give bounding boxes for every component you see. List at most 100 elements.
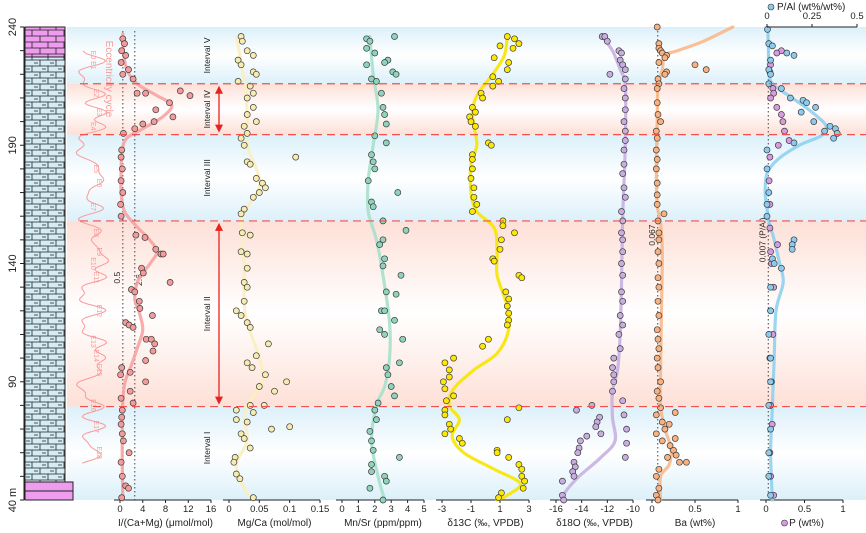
data-point — [150, 118, 158, 125]
data-point — [149, 347, 157, 355]
data-point — [621, 66, 629, 73]
data-point — [767, 491, 774, 499]
data-point — [653, 179, 661, 187]
data-point — [232, 416, 240, 423]
data-point — [672, 451, 680, 459]
data-point — [246, 82, 254, 90]
data-point — [246, 444, 254, 452]
data-point — [396, 359, 403, 367]
data-point — [373, 416, 380, 423]
data-point — [366, 428, 374, 435]
data-point — [765, 331, 773, 338]
data-point — [652, 146, 660, 154]
data-point — [376, 326, 384, 334]
data-point — [166, 99, 173, 107]
data-point — [830, 134, 837, 142]
x-tick-label: 1 — [735, 504, 740, 515]
data-point — [653, 156, 661, 163]
interval-label: Interval III — [202, 159, 212, 196]
reference-line-label: 0.007 (P/Al) — [758, 217, 768, 262]
data-point — [505, 59, 513, 66]
data-point — [773, 104, 781, 111]
data-point — [249, 104, 257, 111]
data-point — [240, 279, 248, 286]
panel-4: -16 -14 -12 -10 δ18O (‰, VPDB) — [549, 33, 640, 529]
data-point — [382, 139, 390, 147]
data-point — [658, 418, 666, 426]
x-axis-title: P (wt%) — [789, 518, 824, 528]
data-point — [252, 70, 260, 78]
data-point — [382, 477, 390, 485]
interval-band — [67, 83, 866, 135]
data-point — [232, 406, 240, 414]
data-point — [479, 342, 486, 350]
data-point — [373, 78, 380, 85]
interval-band — [67, 134, 866, 221]
data-point — [616, 312, 624, 319]
eccentricity-label: E14 — [92, 350, 99, 363]
data-point — [469, 208, 476, 215]
data-point — [773, 49, 781, 57]
depth-tick-label: 240 — [7, 18, 19, 36]
data-point — [657, 378, 664, 386]
data-point — [237, 210, 245, 218]
x-axis-title: δ18O (‰, VPDB) — [556, 518, 633, 528]
data-point — [238, 229, 246, 237]
data-point — [117, 458, 125, 466]
data-point — [790, 139, 798, 147]
x-tick-label: 0.1 — [283, 504, 296, 515]
data-point — [660, 210, 668, 218]
x-tick-label: 3 — [389, 504, 394, 515]
data-point — [812, 104, 819, 111]
data-point — [521, 477, 528, 485]
data-point — [655, 283, 663, 291]
data-point — [609, 364, 616, 371]
data-point — [243, 283, 251, 291]
data-point — [787, 94, 794, 102]
data-point — [248, 364, 256, 371]
x-tick-label: -12 — [600, 504, 614, 515]
data-point — [119, 70, 127, 78]
data-point — [654, 496, 662, 504]
data-point — [234, 56, 242, 64]
data-point — [118, 47, 126, 55]
data-point — [489, 82, 497, 90]
data-point — [252, 118, 260, 125]
data-point — [234, 78, 242, 85]
data-point — [169, 113, 177, 121]
data-point — [252, 352, 260, 360]
data-point — [243, 47, 251, 55]
x-tick-label: -1 — [467, 504, 475, 515]
data-point — [620, 184, 628, 192]
data-point — [619, 170, 627, 177]
data-point — [654, 111, 662, 118]
data-point — [618, 288, 625, 296]
data-point — [246, 231, 254, 239]
data-point — [763, 146, 771, 154]
data-point — [765, 472, 773, 480]
x-tick-label: 12 — [183, 504, 194, 515]
data-point — [381, 255, 388, 263]
data-point — [447, 425, 455, 433]
data-point — [489, 73, 497, 81]
data-point — [610, 354, 618, 362]
data-point — [763, 212, 771, 220]
data-point — [505, 309, 513, 317]
data-point — [381, 331, 388, 338]
data-point — [396, 454, 403, 461]
data-point — [117, 394, 125, 402]
data-point — [399, 335, 407, 343]
x-axis-title: I/(Ca+Mg) (μmol/mol) — [118, 518, 213, 528]
interval-label: Interval I — [202, 432, 212, 465]
data-point — [238, 37, 246, 45]
x-tick-label: 8 — [163, 504, 168, 515]
panel-6: 0 0.5 1 P (wt%) 0.007 (P/Al) 0 0.25 0.5 P/Al (wt… — [758, 2, 864, 529]
data-point — [118, 165, 126, 173]
data-point — [129, 399, 137, 407]
data-point — [120, 130, 127, 137]
data-point — [469, 165, 476, 173]
x-tick-label: 0 — [649, 504, 654, 515]
data-point — [654, 274, 662, 282]
data-point — [368, 461, 375, 468]
